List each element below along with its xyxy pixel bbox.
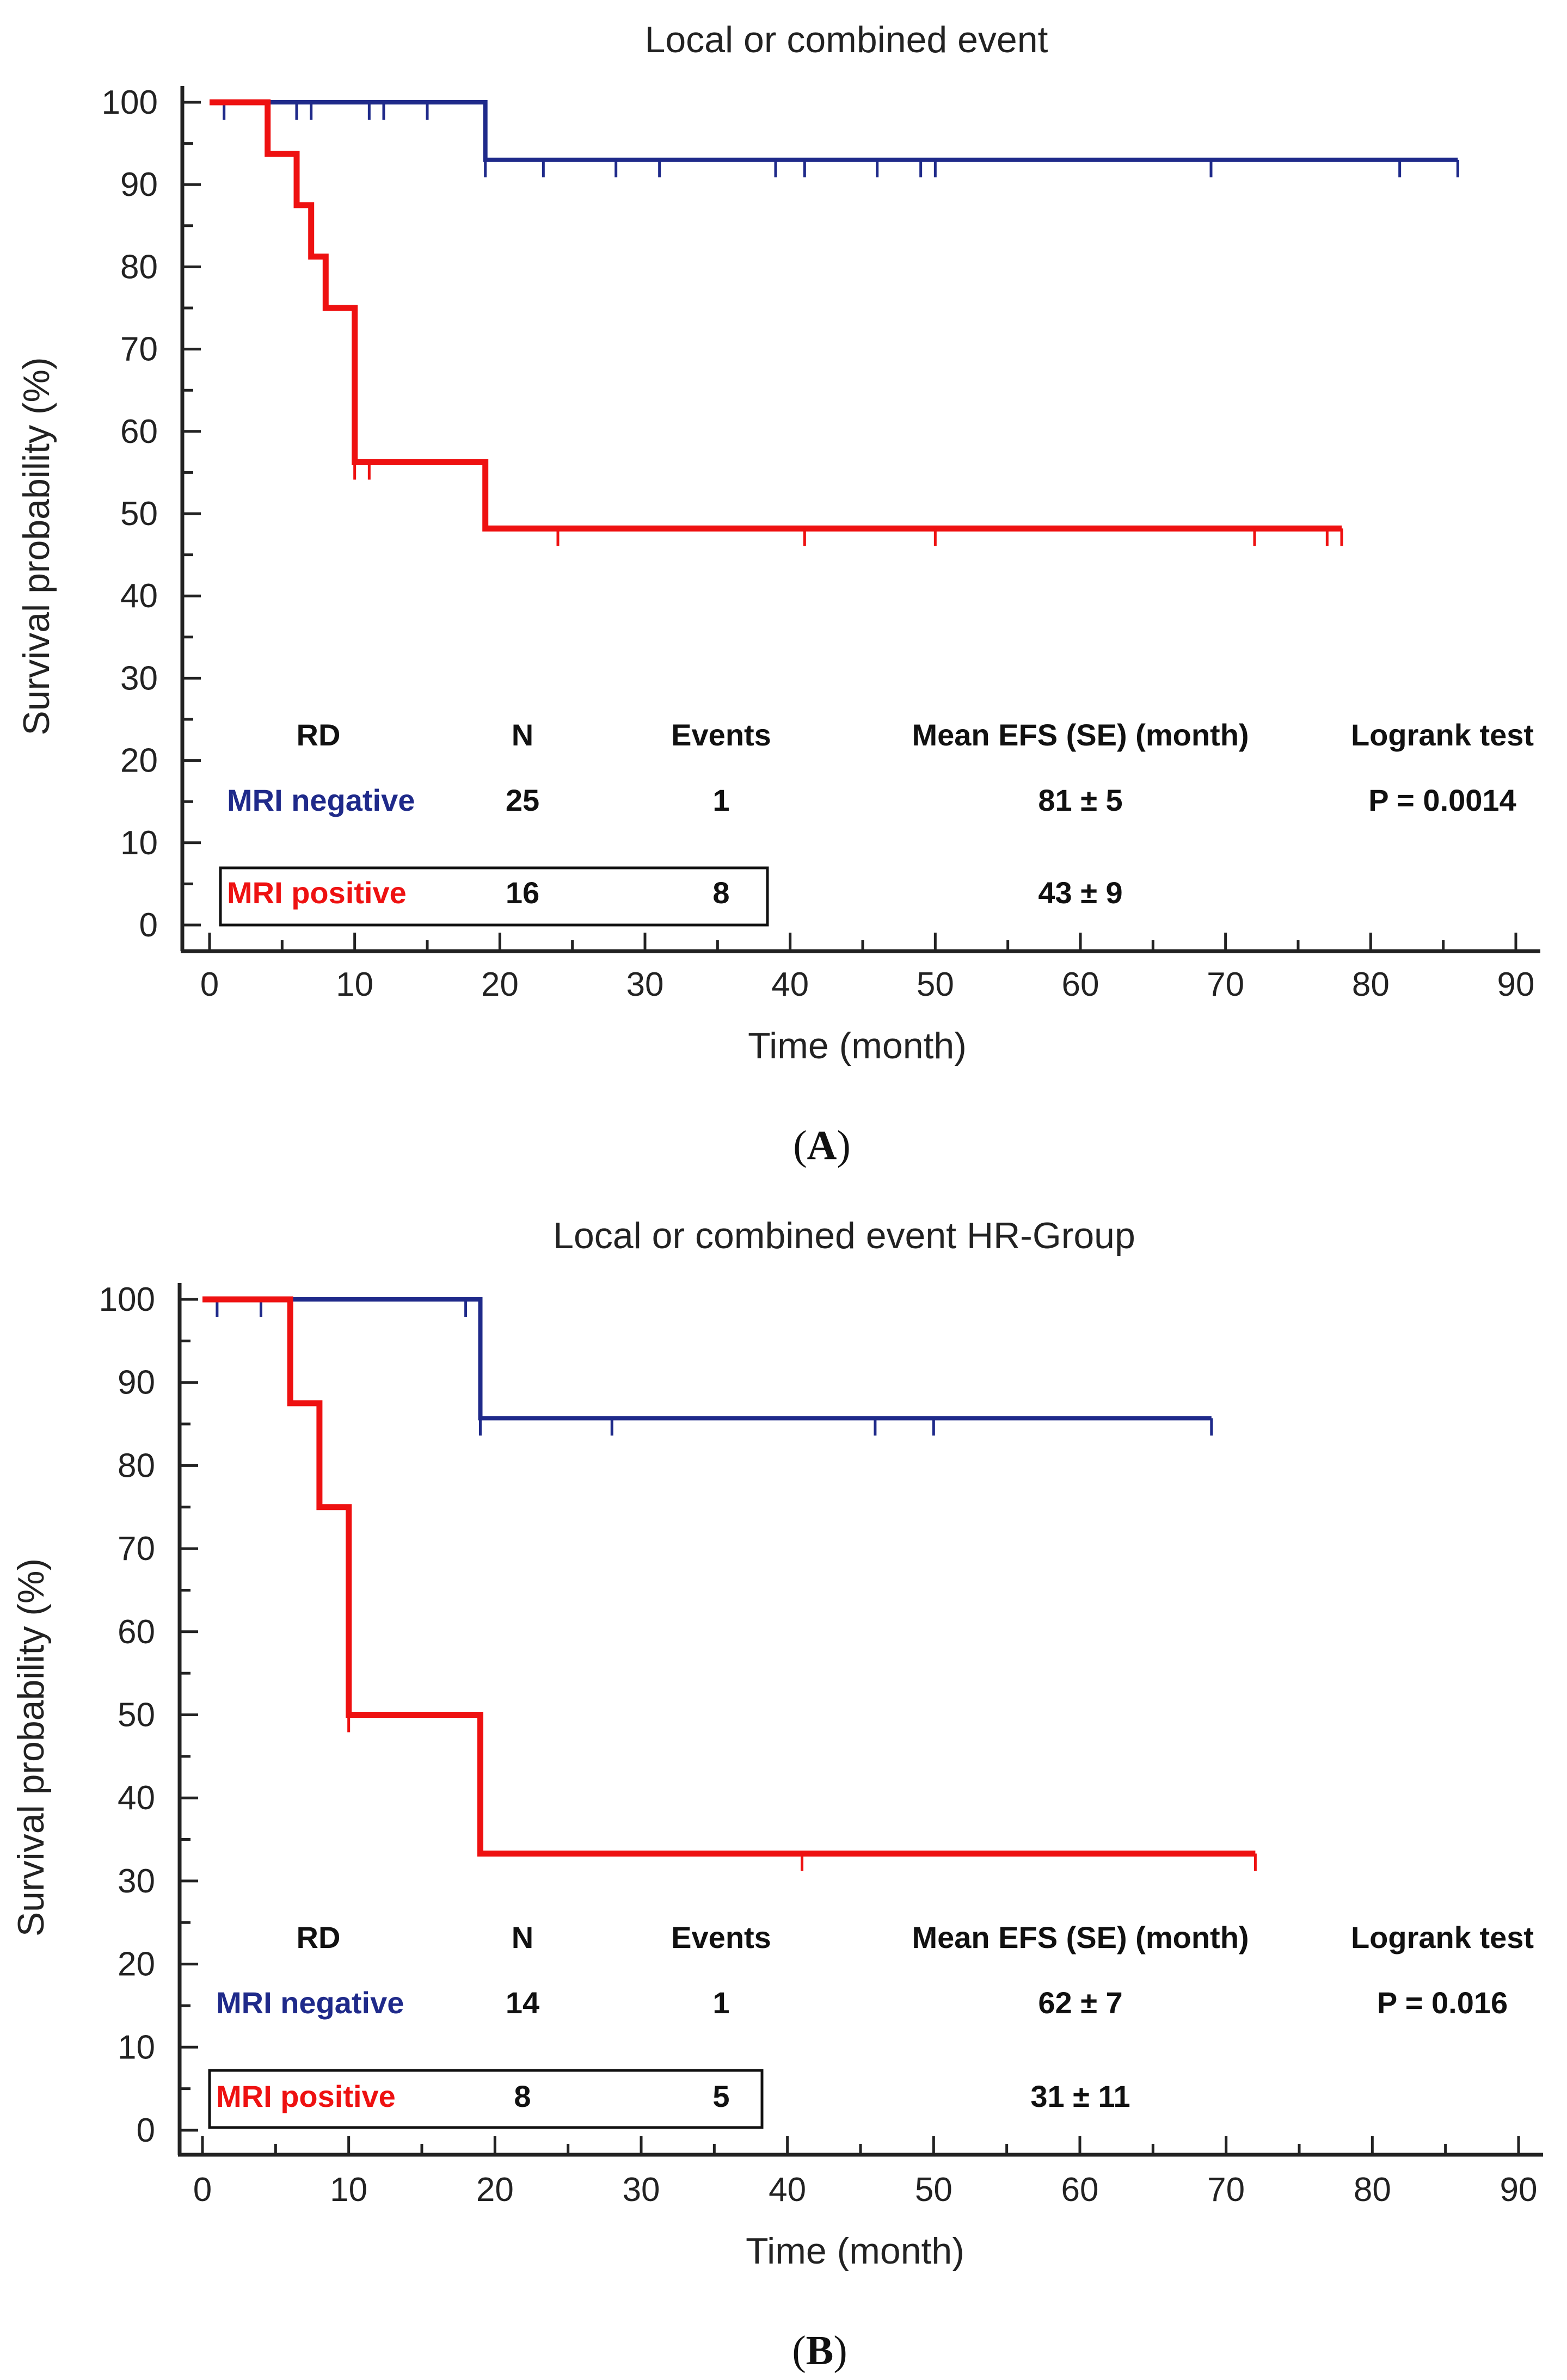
y-tick-label: 100 — [99, 1281, 155, 1318]
stats-n: 25 — [506, 783, 539, 817]
y-tick-label: 60 — [120, 413, 158, 451]
panel-label-close: ) — [837, 1123, 850, 1168]
panel-label-letter: A — [807, 1123, 837, 1168]
y-axis-label: Survival probability (%) — [10, 1558, 52, 1937]
stats-mean-efs: 31 ± 11 — [1030, 2079, 1130, 2113]
stats-table: RD N Events Mean EFS (SE) (month) Logrank te… — [208, 1920, 1534, 2129]
chart-panel-b: Local or combined event HR-Group01020304… — [10, 1215, 1543, 2373]
y-tick-label: 60 — [118, 1613, 155, 1651]
series-positive — [210, 99, 1343, 546]
stats-row-label: MRI positive — [216, 2079, 396, 2113]
stats-header: Events — [671, 1920, 771, 1954]
y-tick-label: 70 — [118, 1530, 155, 1568]
stats-header: Events — [671, 718, 771, 752]
panel-label: (B) — [792, 2328, 847, 2373]
stats-header: Logrank test — [1351, 1920, 1534, 1954]
y-tick-label: 70 — [120, 331, 158, 368]
stats-mean-efs: 62 ± 7 — [1038, 1986, 1122, 2020]
chart-title: Local or combined event HR-Group — [553, 1215, 1135, 1256]
series-positive — [202, 1296, 1257, 1871]
y-tick-label: 10 — [118, 2028, 155, 2066]
stats-row-label: MRI negative — [227, 783, 415, 817]
panel-label-letter: B — [806, 2328, 834, 2373]
stats-n: 14 — [506, 1986, 539, 2020]
y-tick-label: 0 — [137, 2112, 155, 2149]
stats-header: Logrank test — [1351, 718, 1534, 752]
panel-label-open: ( — [792, 2328, 806, 2373]
panel-label: (A) — [793, 1123, 851, 1168]
y-tick-label: 80 — [118, 1447, 155, 1484]
series-negative — [210, 100, 1459, 177]
x-tick-label: 10 — [336, 966, 373, 1003]
series-line-negative — [210, 100, 1458, 162]
stats-events: 1 — [712, 1986, 729, 2020]
stats-events: 5 — [712, 2079, 729, 2113]
y-tick-label: 30 — [120, 659, 158, 697]
stats-row-label: MRI negative — [216, 1986, 404, 2020]
x-tick-label: 80 — [1352, 966, 1390, 1003]
stats-mean-efs: 81 ± 5 — [1038, 783, 1122, 817]
x-tick-label: 60 — [1062, 966, 1099, 1003]
stats-n: 16 — [506, 875, 539, 910]
x-tick-label: 40 — [771, 966, 809, 1003]
stats-events: 1 — [712, 783, 729, 817]
x-tick-label: 90 — [1500, 2171, 1538, 2209]
stats-header: N — [512, 718, 533, 752]
x-axis-label: Time (month) — [748, 1025, 967, 1066]
chart-title: Local or combined event — [645, 19, 1048, 60]
stats-logrank-p: P = 0.0014 — [1368, 783, 1516, 817]
y-tick-label: 40 — [118, 1779, 155, 1817]
x-tick-label: 70 — [1207, 966, 1244, 1003]
series-line-negative — [202, 1297, 1212, 1421]
y-tick-label: 40 — [120, 577, 158, 615]
stats-logrank-p: P = 0.016 — [1377, 1986, 1508, 2020]
stats-table: RD N Events Mean EFS (SE) (month) Logrank te… — [219, 718, 1534, 927]
panel-label-close: ) — [833, 2328, 847, 2373]
stats-events: 8 — [712, 875, 729, 910]
y-tick-label: 20 — [120, 742, 158, 780]
positive-row-box — [219, 866, 769, 927]
stats-n: 8 — [514, 2079, 531, 2113]
x-tick-label: 90 — [1497, 966, 1535, 1003]
y-tick-label: 80 — [120, 248, 158, 286]
series-negative — [202, 1297, 1213, 1436]
x-tick-label: 40 — [769, 2171, 806, 2209]
stats-header: RD — [297, 1920, 341, 1954]
y-axis-label: Survival probability (%) — [16, 357, 57, 735]
stats-header: Mean EFS (SE) (month) — [912, 718, 1249, 752]
x-tick-label: 70 — [1207, 2171, 1245, 2209]
x-tick-label: 10 — [330, 2171, 367, 2209]
y-tick-label: 90 — [120, 166, 158, 204]
x-tick-label: 50 — [917, 966, 954, 1003]
x-tick-label: 80 — [1354, 2171, 1391, 2209]
x-tick-label: 0 — [200, 966, 219, 1003]
y-tick-label: 30 — [118, 1863, 155, 1900]
stats-header: Mean EFS (SE) (month) — [912, 1920, 1249, 1954]
y-tick-label: 50 — [118, 1697, 155, 1734]
stats-header: RD — [297, 718, 341, 752]
panel-label-open: ( — [793, 1123, 807, 1168]
stats-header: N — [512, 1920, 533, 1954]
y-tick-label: 10 — [120, 824, 158, 862]
x-tick-label: 0 — [193, 2171, 212, 2209]
series-line-positive — [202, 1296, 1256, 1857]
stats-row-label: MRI positive — [227, 875, 407, 910]
x-tick-label: 30 — [623, 2171, 660, 2209]
x-tick-label: 50 — [915, 2171, 953, 2209]
x-axis-label: Time (month) — [746, 2230, 964, 2272]
y-tick-label: 50 — [120, 495, 158, 533]
x-tick-label: 60 — [1061, 2171, 1099, 2209]
series-line-positive — [210, 99, 1342, 532]
y-tick-label: 100 — [102, 84, 158, 121]
y-tick-label: 0 — [139, 907, 158, 944]
y-tick-label: 20 — [118, 1946, 155, 1983]
x-tick-label: 30 — [626, 966, 664, 1003]
stats-mean-efs: 43 ± 9 — [1038, 875, 1122, 910]
y-tick-label: 90 — [118, 1364, 155, 1402]
x-tick-label: 20 — [481, 966, 519, 1003]
x-tick-label: 20 — [476, 2171, 514, 2209]
positive-row-box — [208, 2069, 764, 2129]
chart-panel-a: Local or combined event01020304050607080… — [16, 19, 1540, 1168]
